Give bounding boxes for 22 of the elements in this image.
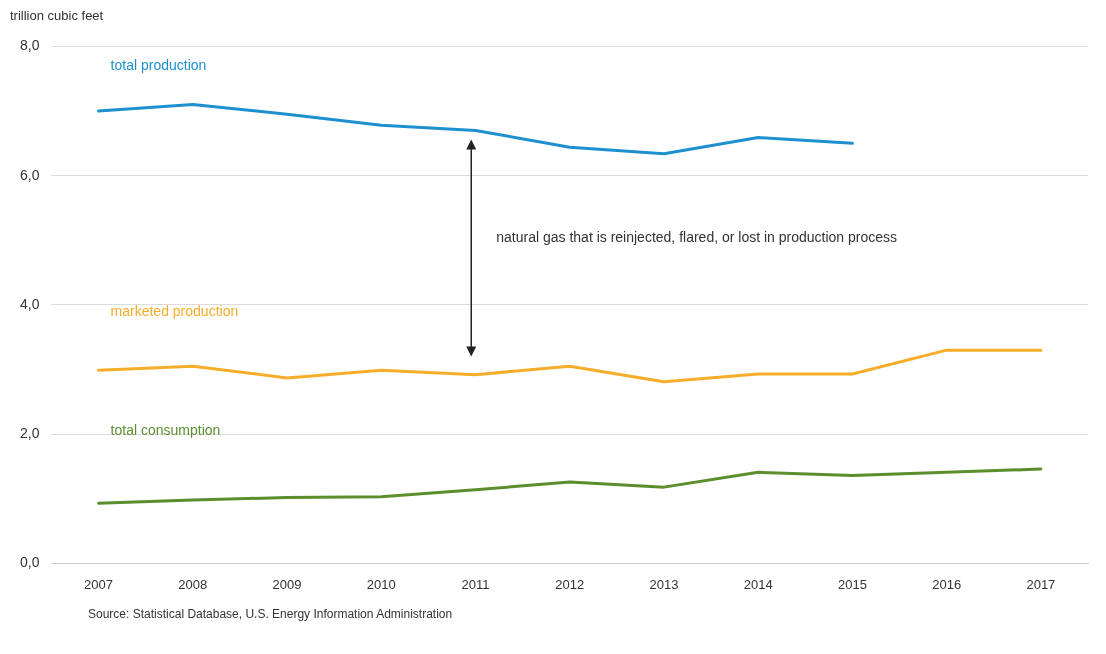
y-tick-label: 4,0 — [19, 295, 40, 312]
x-tick-label: 2010 — [366, 576, 396, 592]
y-tick-label: 0,0 — [19, 554, 40, 571]
annotation: natural gas that is reinjected, flared, or lost in production process — [496, 228, 898, 245]
x-tick-label: 2009 — [272, 576, 302, 592]
x-tick-label: 2008 — [178, 576, 208, 592]
y-axis-title: trillion cubic feet — [10, 8, 105, 25]
y-tick-label: 6,0 — [19, 166, 40, 183]
x-tick-label: 2013 — [649, 576, 679, 592]
text: total production — [110, 57, 207, 74]
x-tick-label: 2015 — [837, 576, 867, 592]
x-tick-label: 2011 — [461, 576, 490, 592]
y-tick-label: 8,0 — [19, 37, 40, 54]
text: marketed production — [110, 303, 239, 319]
y-tick-label: 2,0 — [19, 425, 40, 442]
x-tick-label: 2017 — [1026, 576, 1056, 592]
x-tick-label: 2007 — [84, 576, 114, 592]
x-tick-label: 2012 — [555, 576, 585, 592]
x-tick-label: 2016 — [932, 576, 962, 592]
source-note: Source: Statistical Database, U.S. Energy Information Administration — [88, 607, 454, 621]
text: total consumption — [110, 421, 221, 438]
x-tick-label: 2014 — [743, 576, 773, 592]
